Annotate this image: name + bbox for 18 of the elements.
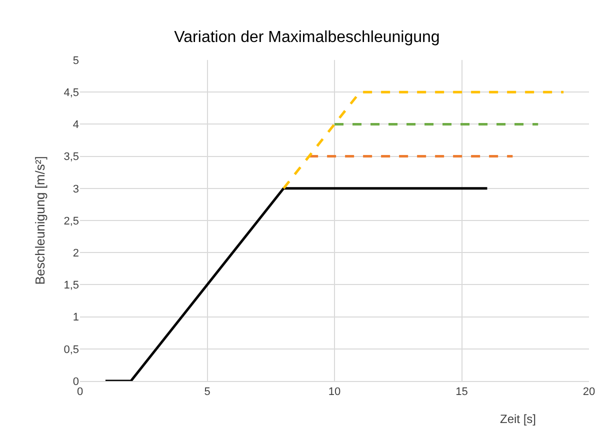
y-tick-label: 2 — [72, 247, 79, 260]
chart-title: Variation der Maximalbeschleunigung — [174, 29, 440, 46]
y-tick-label: 0 — [72, 376, 79, 388]
x-tick-label: 15 — [456, 386, 468, 398]
y-tick-label: 1 — [72, 312, 79, 324]
y-tick-label: 1,5 — [64, 280, 79, 292]
x-tick-label: 5 — [204, 386, 210, 398]
y-tick-label: 0,5 — [64, 344, 79, 356]
x-tick-label: 10 — [328, 386, 341, 398]
y-tick-label: 3,5 — [64, 151, 79, 164]
x-tick-label: 20 — [582, 386, 596, 398]
y-tick-label: 4,5 — [64, 86, 79, 99]
y-tick-label: 4 — [72, 119, 79, 132]
y-tick-label: 5 — [72, 54, 79, 67]
y-axis-title: Beschleunigung [m/s²] — [32, 156, 48, 285]
y-tick-label: 3 — [72, 183, 79, 196]
x-axis-title: Zeit [s] — [500, 412, 536, 426]
y-tick-label: 2,5 — [64, 215, 79, 228]
